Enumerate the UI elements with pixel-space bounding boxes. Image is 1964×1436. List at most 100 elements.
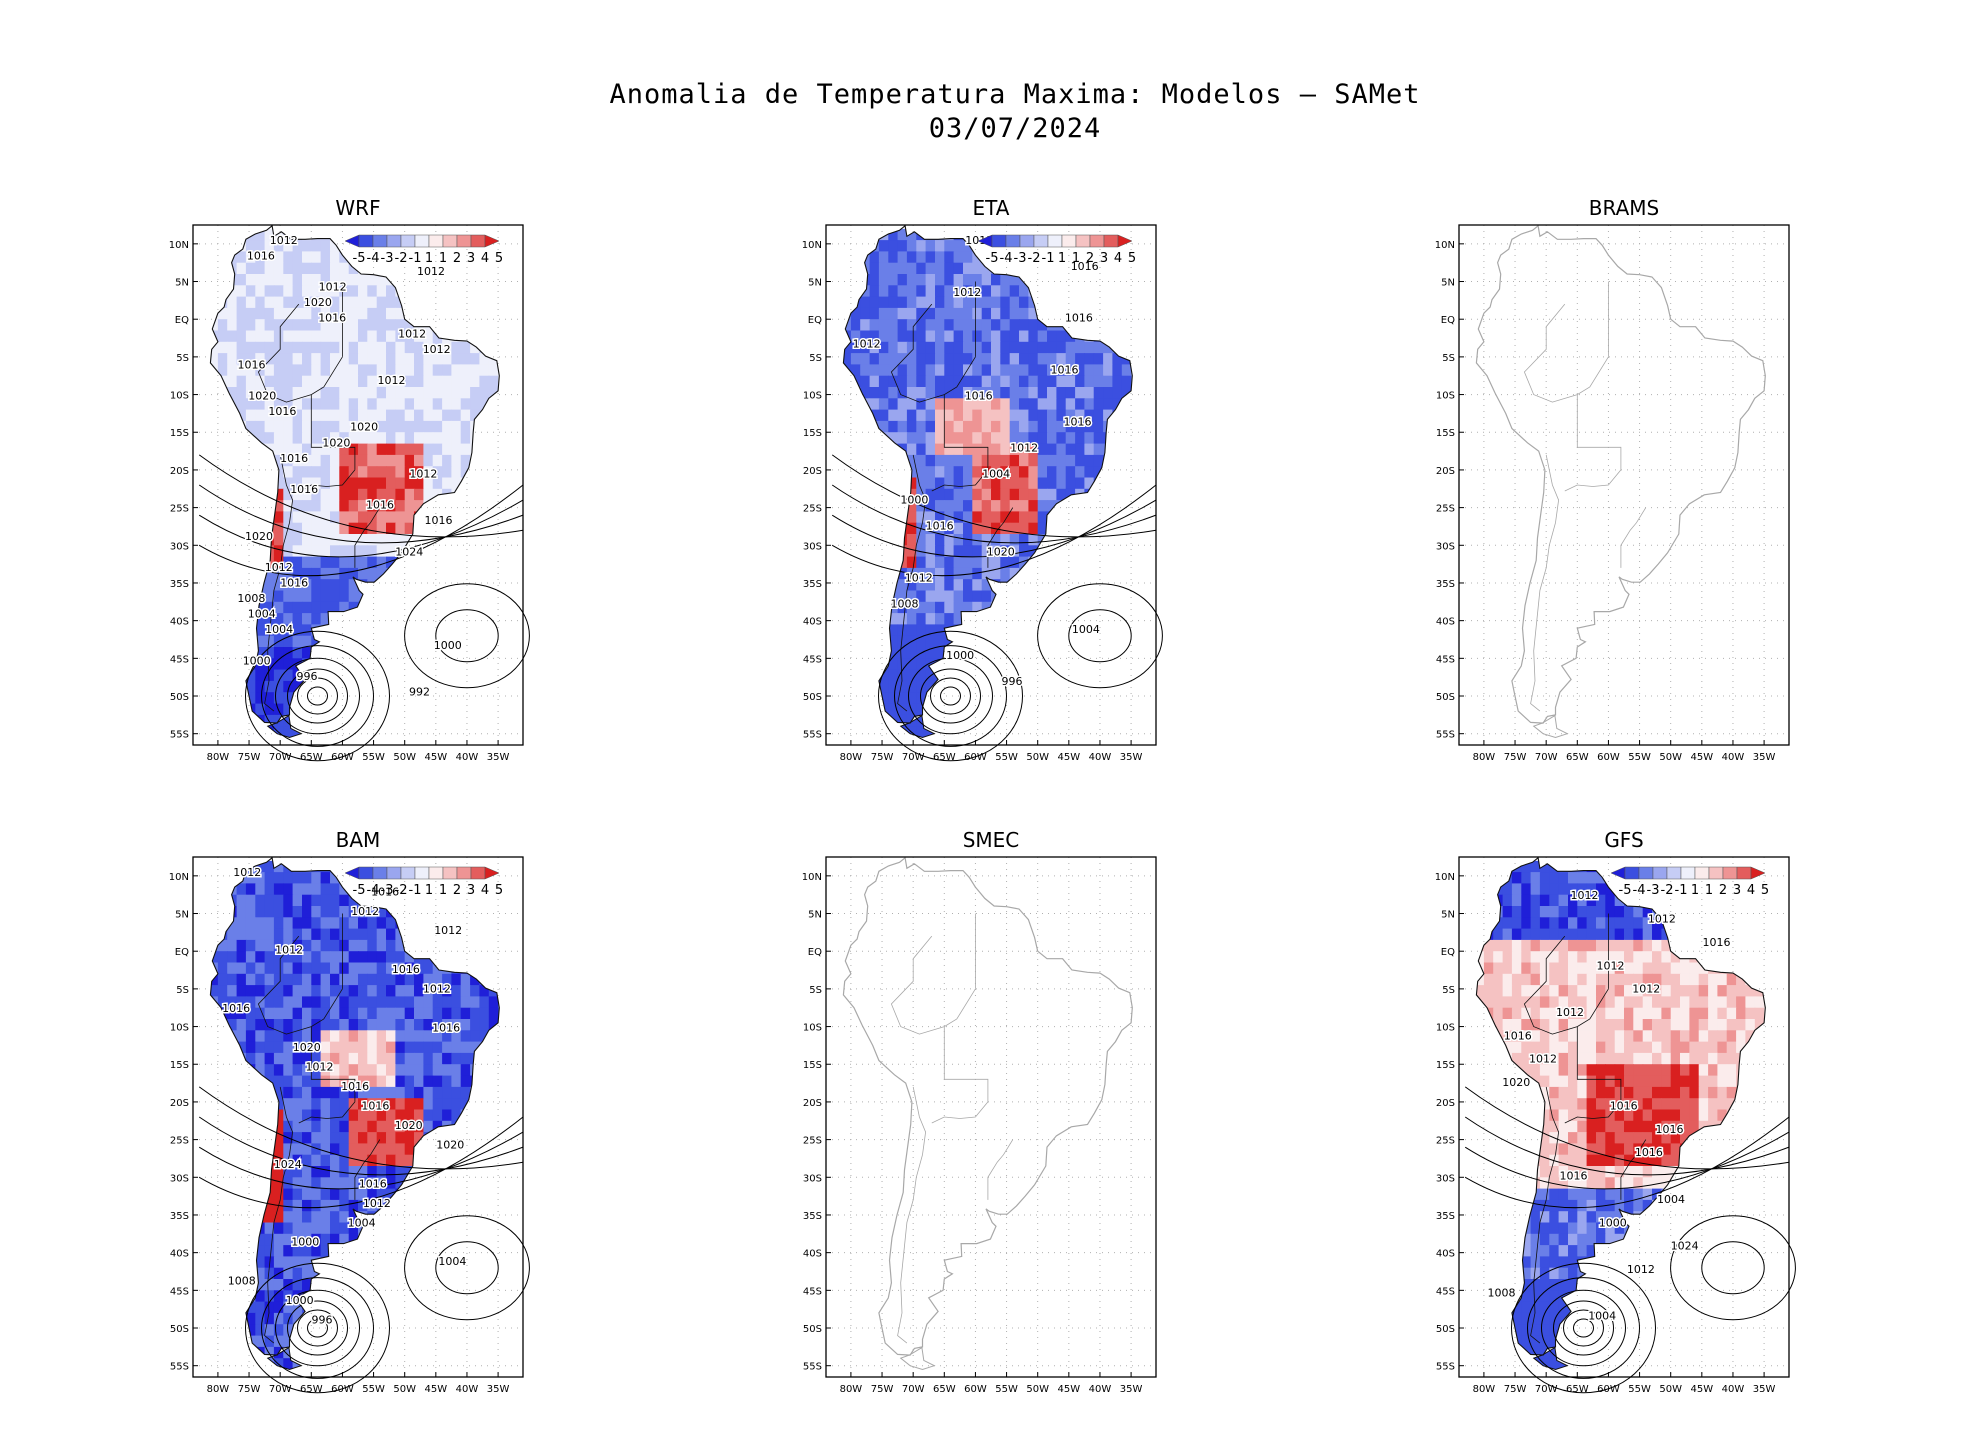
map-panel-eta: ETA1012101610121016101210161016101610121…: [802, 196, 1163, 763]
anomaly-cell: [245, 635, 256, 648]
anomaly-cell: [1103, 567, 1113, 580]
anomaly-cell: [367, 500, 378, 512]
anomaly-cell: [442, 669, 452, 682]
anomaly-cell: [963, 307, 973, 320]
anomaly-cell: [1093, 556, 1104, 569]
anomaly-cell: [217, 1335, 228, 1348]
anomaly-cell: [935, 522, 945, 535]
anomaly-cell: [302, 251, 312, 264]
anomaly-cell: [479, 443, 490, 456]
anomaly-cell: [311, 319, 322, 332]
anomaly-cell: [1093, 409, 1104, 422]
anomaly-cell: [255, 387, 266, 399]
anomaly-cell: [199, 715, 209, 727]
anomaly-cell: [348, 714, 359, 727]
anomaly-cell: [311, 1064, 322, 1077]
axis-ticks: 10N5NEQ5S10S15S20S25S30S35S40S45S50S55S8…: [169, 240, 510, 763]
anomaly-cell: [348, 1007, 359, 1020]
colorbar-swatch: [484, 234, 500, 248]
anomaly-cell: [423, 1279, 434, 1291]
anomaly-cell: [358, 398, 368, 411]
anomaly-cell: [367, 1030, 378, 1043]
anomaly-cell: [442, 1267, 452, 1280]
anomaly-cell: [348, 1064, 359, 1077]
anomaly-cell: [273, 647, 284, 659]
anomaly-cell: [264, 1267, 275, 1280]
anomaly-cell: [423, 1233, 434, 1246]
anomaly-cell: [470, 420, 480, 433]
anomaly-cell: [404, 1007, 415, 1020]
anomaly-cell: [330, 1075, 340, 1088]
anomaly-cell: [255, 1064, 266, 1077]
anomaly-cell: [210, 1132, 219, 1144]
contour-label: 1016: [280, 577, 308, 590]
anomaly-cell: [255, 251, 266, 264]
anomaly-cell: [292, 240, 303, 252]
anomaly-cell: [348, 432, 359, 445]
anomaly-cell: [1093, 726, 1104, 738]
anomaly-cell: [273, 917, 284, 930]
anomaly-cell: [386, 973, 396, 986]
anomaly-cell: [386, 996, 396, 1009]
anomaly-cell: [386, 556, 396, 569]
anomaly-cell: [1131, 409, 1133, 422]
anomaly-cell: [236, 1120, 247, 1133]
anomaly-cell: [981, 545, 992, 558]
anomaly-cell: [507, 1177, 517, 1189]
anomaly-cell: [292, 1143, 303, 1156]
anomaly-cell: [963, 319, 973, 332]
anomaly-cell: [878, 737, 889, 738]
anomaly-cell: [245, 1064, 256, 1077]
anomaly-cell: [935, 635, 945, 648]
anomaly-cell: [358, 387, 368, 399]
lat-label: 15S: [1436, 428, 1455, 439]
anomaly-cell: [292, 432, 303, 445]
anomaly-cell: [339, 330, 350, 343]
anomaly-cell: [1112, 714, 1123, 727]
anomaly-cell: [339, 353, 350, 365]
anomaly-cell: [348, 398, 359, 411]
anomaly-cell: [843, 420, 852, 433]
anomaly-cell: [404, 703, 415, 716]
anomaly-cell: [311, 1211, 322, 1224]
anomaly-cell: [367, 1052, 378, 1065]
anomaly-cell: [850, 262, 861, 275]
anomaly-cell: [395, 692, 406, 705]
anomaly-cell: [330, 454, 340, 467]
lat-label: 5S: [176, 353, 189, 364]
anomaly-cell: [888, 443, 899, 456]
anomaly-cell: [283, 375, 294, 388]
anomaly-cell: [832, 387, 842, 399]
anomaly-cell: [311, 1143, 322, 1156]
anomaly-cell: [916, 398, 927, 411]
anomaly-cell: [507, 917, 517, 929]
anomaly-cell: [311, 409, 322, 422]
anomaly-cell: [442, 1041, 452, 1054]
anomaly-cell: [311, 1109, 322, 1122]
anomaly-cell: [236, 635, 247, 648]
anomaly-cell: [1121, 714, 1132, 727]
anomaly-cell: [273, 692, 284, 705]
anomaly-cell: [348, 1075, 359, 1088]
anomaly-cell: [1019, 658, 1029, 671]
anomaly-cell: [283, 1256, 294, 1269]
anomaly-cell: [339, 556, 350, 569]
anomaly-cell: [227, 996, 238, 1009]
lon-label: 40W: [1722, 752, 1745, 763]
border-line: [897, 454, 927, 712]
anomaly-cell: [414, 522, 424, 535]
contour-label: 1012: [398, 327, 426, 340]
anomaly-cell: [217, 726, 228, 738]
anomaly-cell: [404, 590, 415, 603]
anomaly-cell: [404, 1120, 415, 1133]
anomaly-cell: [395, 477, 406, 490]
anomaly-cell: [264, 962, 275, 975]
anomaly-cell: [479, 432, 490, 445]
anomaly-cell: [460, 274, 471, 286]
anomaly-cell: [358, 1052, 368, 1065]
anomaly-cell: [395, 1019, 406, 1031]
anomaly-cell: [395, 579, 406, 592]
anomaly-cell: [1019, 420, 1029, 433]
anomaly-cell: [210, 894, 219, 907]
anomaly-cell: [925, 296, 936, 309]
